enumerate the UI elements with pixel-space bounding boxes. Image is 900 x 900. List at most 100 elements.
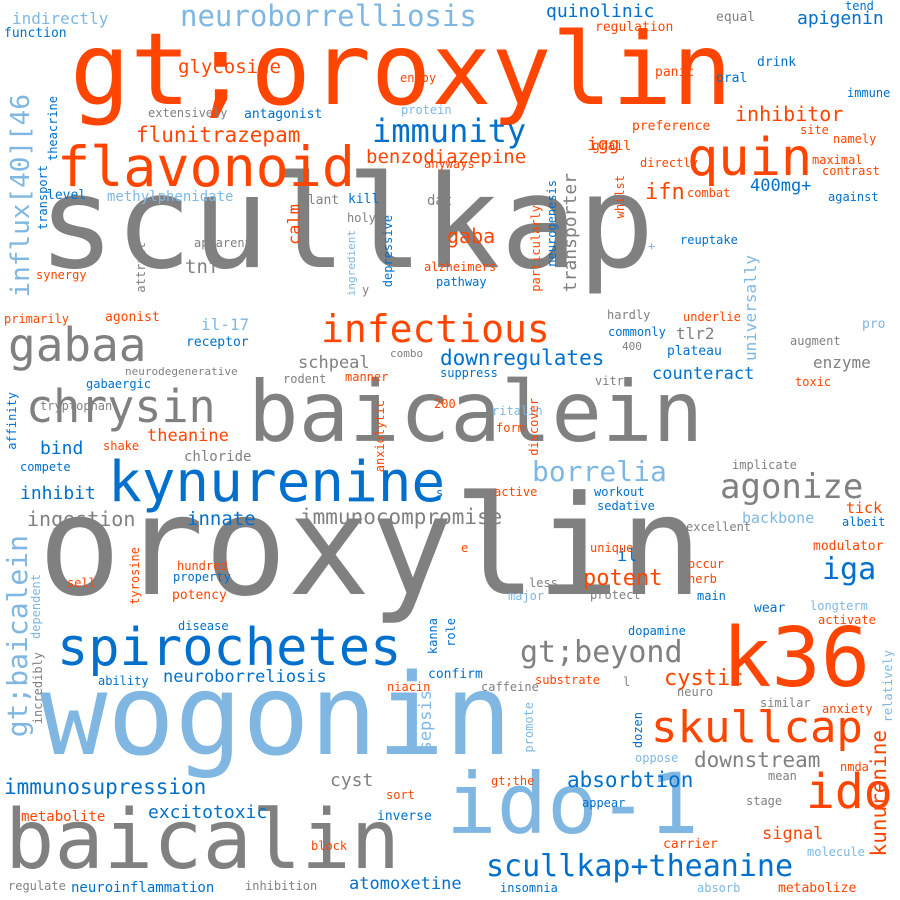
word: flunitrazepam xyxy=(136,123,301,147)
word: iga xyxy=(822,552,877,587)
word: discover xyxy=(527,398,541,456)
word: disease xyxy=(178,619,229,633)
word: commonly xyxy=(608,325,666,339)
word: similar xyxy=(760,696,811,710)
word: oroxylin xyxy=(38,466,703,627)
word: 200 xyxy=(434,397,456,411)
word: ritalin xyxy=(492,404,543,418)
word: excellent xyxy=(686,520,752,534)
word: tend xyxy=(845,0,874,13)
word: downstream xyxy=(694,748,821,772)
word: main xyxy=(697,589,726,603)
word: depressive xyxy=(381,215,395,288)
word: tick xyxy=(846,499,883,517)
word: less xyxy=(529,576,558,590)
word: spirochetes xyxy=(57,618,402,678)
word: attract xyxy=(134,242,148,293)
word: excitotoxic xyxy=(148,802,268,823)
word: dopamine xyxy=(628,624,686,638)
word: extensively xyxy=(148,106,228,120)
word: baicalein xyxy=(248,363,704,461)
word: kunurenine xyxy=(867,730,891,857)
word: wear xyxy=(754,601,786,616)
word: gabaa xyxy=(8,318,147,372)
word: apparent xyxy=(194,236,252,250)
word: panic xyxy=(655,65,695,80)
word: agonize xyxy=(720,467,864,507)
word: oral xyxy=(716,71,748,86)
word: substrate xyxy=(535,673,601,687)
word: ingestion xyxy=(27,507,136,531)
word: block xyxy=(311,839,348,853)
word: mean xyxy=(768,769,797,783)
word: wogonin xyxy=(40,651,513,781)
word: il xyxy=(617,546,638,566)
word: neuroinflammation xyxy=(71,880,215,896)
word: 400mg+ xyxy=(750,176,812,196)
word: borrelia xyxy=(532,455,667,488)
word: activate xyxy=(818,613,876,627)
word: quinolinic xyxy=(546,1,655,22)
word: kynurenine xyxy=(108,450,446,515)
word: gt;beyond xyxy=(520,635,683,670)
word: kill xyxy=(348,192,380,207)
word: sell xyxy=(67,576,96,590)
word: anxiolytic xyxy=(373,400,387,473)
word: potency xyxy=(172,588,227,603)
word: influx[40][46 xyxy=(6,94,36,298)
word: underlie xyxy=(683,310,741,324)
word: augment xyxy=(790,334,841,348)
word: insomnia xyxy=(500,881,558,895)
word: holy xyxy=(347,211,376,225)
word: methylphenidate xyxy=(107,189,234,205)
word: s xyxy=(436,486,444,500)
word: downregulates xyxy=(440,346,605,370)
word: affinity xyxy=(5,392,19,450)
word: tyrosine xyxy=(128,547,142,605)
word: atomoxetine xyxy=(349,874,462,894)
word: universally xyxy=(741,255,760,361)
word: transport xyxy=(36,165,50,231)
word: property xyxy=(173,570,231,584)
word: oppose xyxy=(635,751,679,765)
word: signal xyxy=(762,824,824,844)
word: sedative xyxy=(597,499,655,513)
word: contrast xyxy=(822,164,880,178)
word: igg xyxy=(587,134,620,155)
word: kanna xyxy=(426,618,440,655)
word: plant xyxy=(300,193,340,208)
word: inhibition xyxy=(245,879,318,893)
word: albeit xyxy=(842,515,886,529)
word: niacin xyxy=(387,680,431,694)
word: synergy xyxy=(36,268,87,282)
word: herb xyxy=(688,572,717,586)
word: anyways xyxy=(424,157,475,171)
word: immunocompromise xyxy=(300,505,503,529)
word: absorbtion xyxy=(567,768,694,792)
word: schpeal xyxy=(298,353,370,373)
word: against xyxy=(828,190,879,204)
word: agonist xyxy=(105,310,160,325)
word: nmda xyxy=(840,760,869,774)
word: metabolize xyxy=(778,881,857,896)
word: regulation xyxy=(595,20,674,35)
word: occur xyxy=(688,557,725,571)
word: stage xyxy=(746,794,783,808)
word: chrysin xyxy=(26,380,216,433)
word: sepsis xyxy=(416,690,436,752)
word: shake xyxy=(103,439,140,453)
word: transporter xyxy=(560,173,581,293)
word: appear xyxy=(582,796,626,810)
word: hundred xyxy=(177,559,228,573)
word: vitro xyxy=(595,374,632,388)
word: innate xyxy=(187,508,256,530)
word: neuroborreliosis xyxy=(163,667,327,687)
word: confirm xyxy=(428,667,483,682)
word: tryptophan xyxy=(40,399,113,413)
word: active xyxy=(494,485,538,499)
word: + xyxy=(648,239,656,253)
word: scullkap+theanine xyxy=(486,849,794,884)
word: implicate xyxy=(732,458,798,472)
word: incredibly xyxy=(31,652,45,725)
